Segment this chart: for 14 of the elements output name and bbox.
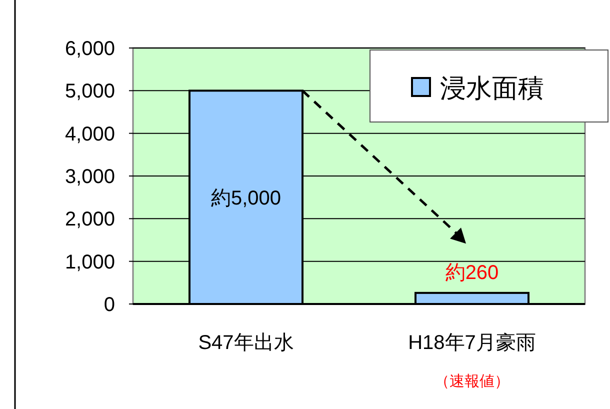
legend-label: 浸水面積 xyxy=(440,73,544,103)
y-tick-label: 5,000 xyxy=(64,80,115,103)
y-tick-label: 1,000 xyxy=(64,251,115,274)
text: 約5,000 xyxy=(210,187,282,210)
text: 約260 xyxy=(445,262,499,284)
y-tick-label: 0 xyxy=(104,294,115,316)
x-tick-label: S47年出水 xyxy=(198,332,294,354)
legend: 浸水面積 xyxy=(370,50,608,122)
y-tick-label: 2,000 xyxy=(64,208,115,231)
y-tick-label: 4,000 xyxy=(64,123,115,146)
text: （速報値） xyxy=(434,373,510,390)
y-tick-label: 3,000 xyxy=(64,166,115,188)
x-tick-label: H18年7月豪雨 xyxy=(408,332,536,354)
y-tick-label: 6,000 xyxy=(64,38,115,60)
